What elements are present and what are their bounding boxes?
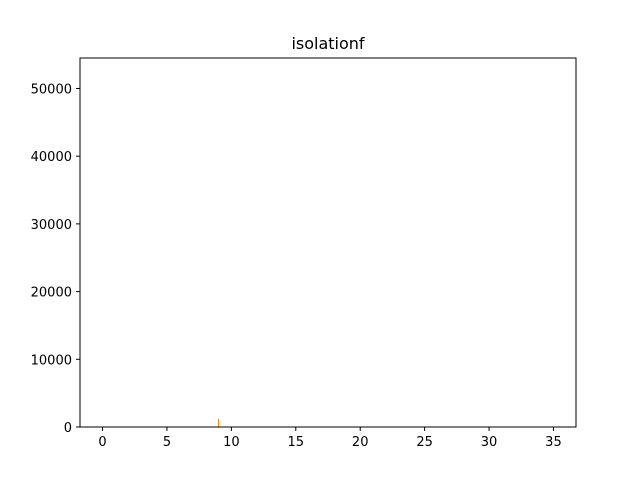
x-tick-label: 35 bbox=[545, 435, 562, 450]
bars-layer bbox=[217, 418, 219, 427]
y-axis: 0 10000 20000 30000 40000 50000 bbox=[31, 82, 80, 436]
chart-title: isolationf bbox=[291, 34, 364, 53]
x-tick-label: 25 bbox=[416, 435, 433, 450]
x-tick-label: 0 bbox=[98, 435, 106, 450]
x-axis: 0 5 10 15 20 25 30 35 bbox=[98, 427, 562, 450]
y-tick-label: 20000 bbox=[31, 286, 72, 301]
x-tick-label: 10 bbox=[223, 435, 240, 450]
y-tick-label: 10000 bbox=[31, 353, 72, 368]
bar bbox=[217, 418, 219, 427]
y-tick-label: 30000 bbox=[31, 218, 72, 233]
x-tick-label: 5 bbox=[163, 435, 171, 450]
plot-frame bbox=[79, 57, 577, 428]
x-tick-label: 30 bbox=[481, 435, 498, 450]
y-tick-label: 0 bbox=[64, 421, 72, 436]
y-tick-label: 40000 bbox=[31, 150, 72, 165]
x-tick-label: 20 bbox=[352, 435, 369, 450]
x-tick-label: 15 bbox=[288, 435, 305, 450]
y-tick-label: 50000 bbox=[31, 82, 72, 97]
